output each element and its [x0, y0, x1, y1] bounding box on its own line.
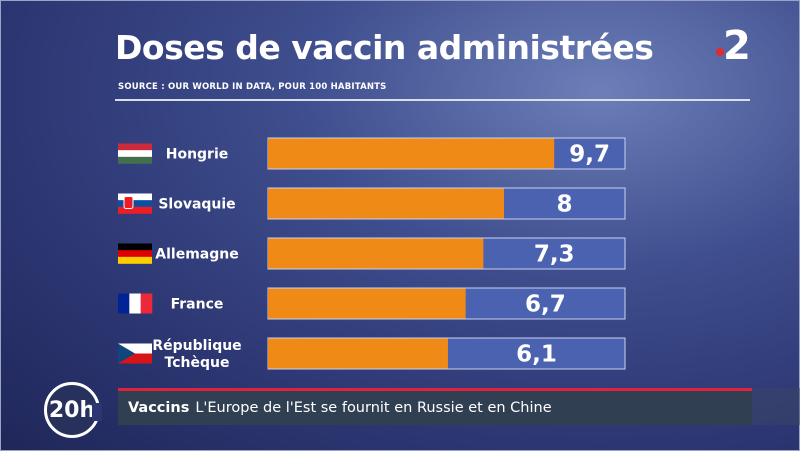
- slovakia-flag-icon: [118, 193, 152, 214]
- chart-title: Doses de vaccin administrées: [115, 28, 654, 67]
- ticker-accent-line: [118, 388, 752, 391]
- badge-label: 20h: [48, 397, 96, 423]
- hungary-flag-icon: [118, 143, 152, 164]
- data-label: 6,1: [516, 342, 557, 368]
- category-label: France: [171, 297, 224, 313]
- title-divider: [115, 99, 750, 101]
- category-label: Allemagne: [155, 247, 238, 263]
- bar: [268, 238, 484, 269]
- category-label: Hongrie: [166, 147, 229, 163]
- france2-logo: 2: [706, 22, 766, 72]
- france-flag-icon: [118, 293, 153, 314]
- ticker-keyword: Vaccins: [128, 400, 190, 416]
- ticker-headline: L'Europe de l'Est se fournit en Russie e…: [195, 400, 552, 416]
- ticker-extension: [752, 388, 800, 425]
- chart-source: SOURCE : OUR WORLD IN DATA, POUR 100 HAB…: [118, 82, 387, 92]
- bar: [268, 138, 555, 169]
- logo-red-dot: [716, 48, 724, 56]
- data-label: 8: [557, 192, 573, 218]
- data-label: 7,3: [534, 242, 575, 268]
- data-label: 9,7: [569, 142, 610, 168]
- czech-flag-icon: [118, 343, 152, 364]
- logo-number: 2: [723, 23, 751, 69]
- 20h-badge: 20h: [44, 382, 102, 438]
- bar: [268, 288, 466, 319]
- category-label: République: [152, 338, 241, 354]
- bar: [268, 338, 448, 369]
- bar: [268, 188, 505, 219]
- news-ticker: Vaccins L'Europe de l'Est se fournit en …: [118, 391, 752, 425]
- category-label: Tchèque: [165, 355, 230, 371]
- data-label: 6,7: [525, 292, 566, 318]
- category-label: Slovaquie: [158, 197, 235, 213]
- germany-flag-icon: [118, 243, 152, 264]
